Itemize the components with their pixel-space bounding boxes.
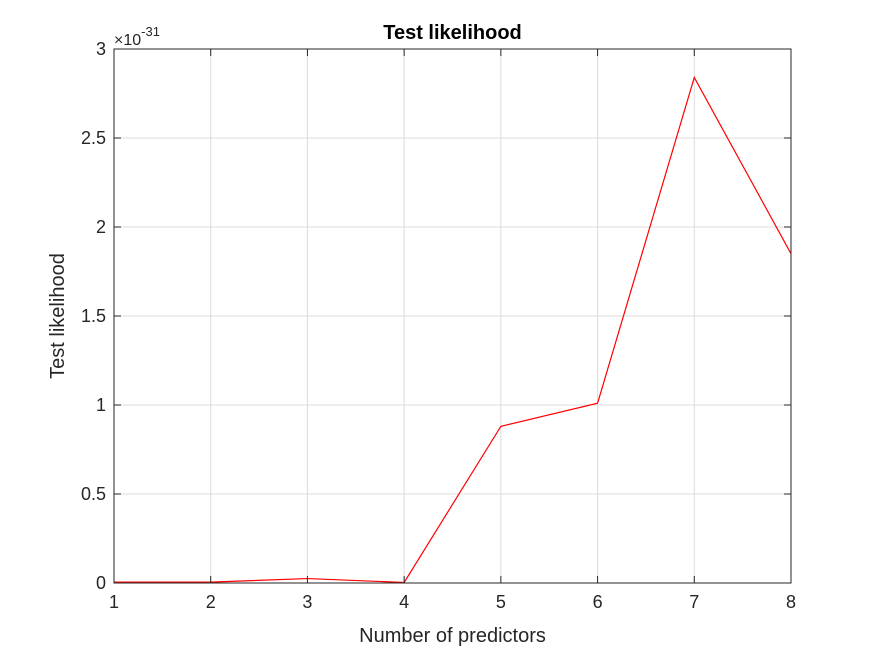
grid-lines bbox=[113, 48, 792, 584]
x-axis-label: Number of predictors bbox=[359, 625, 546, 647]
series-layer bbox=[114, 75, 792, 584]
x-tick-label: 7 bbox=[689, 592, 699, 612]
y-tick-label: 1.5 bbox=[81, 306, 106, 326]
x-tick-label: 6 bbox=[593, 592, 603, 612]
x-tick-label: 3 bbox=[302, 592, 312, 612]
chart-title: Test likelihood bbox=[383, 22, 522, 44]
y-tick-label: 0 bbox=[96, 573, 106, 593]
x-tick-label: 4 bbox=[399, 592, 409, 612]
y-exponent-power: -31 bbox=[141, 24, 160, 39]
y-tick-label: 1 bbox=[96, 395, 106, 415]
y-exponent-base: ×10 bbox=[114, 32, 141, 49]
x-tick-label: 5 bbox=[496, 592, 506, 612]
y-axis-label: Test likelihood bbox=[47, 253, 69, 379]
y-tick-label: 0.5 bbox=[81, 484, 106, 504]
y-exponent-label: ×10-31 bbox=[114, 24, 160, 49]
series-line bbox=[114, 75, 792, 584]
y-tick-label: 3 bbox=[96, 39, 106, 59]
y-tick-label: 2.5 bbox=[81, 128, 106, 148]
x-tick-label: 2 bbox=[206, 592, 216, 612]
x-tick-label: 8 bbox=[786, 592, 796, 612]
y-tick-label: 2 bbox=[96, 217, 106, 237]
x-tick-label: 1 bbox=[109, 592, 119, 612]
axis-ticks: 1 2 3 4 5 6 7 8 0 0.5 1 1.5 2 2.5 3 bbox=[81, 39, 796, 612]
